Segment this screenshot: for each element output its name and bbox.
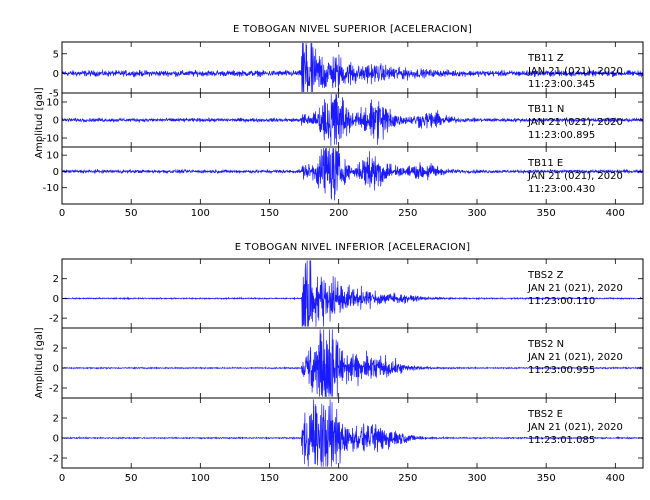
trace-annotation: TBS2 N [527,339,564,350]
x-tick-label: 300 [467,473,486,484]
x-tick-label: 200 [329,473,348,484]
chart-2: E TOBOGAN NIVEL INFERIOR [ACELERACION] Am… [34,242,644,484]
trace-annotation: TBS2 E [527,409,563,420]
panel-frame [61,397,644,469]
panel-frame [61,146,644,205]
trace-line [61,329,644,397]
x-tick-label: 100 [191,208,210,219]
trace-panel: -10 0 10 TB11 E JAN 21 (021), 2020 11:23:00.4… [43,146,644,205]
y-tick-label: -2 [49,314,59,325]
x-tick-label: 50 [125,208,138,219]
trace-panel: -2 0 2 TBS2 E JAN 21 (021), 2020 11:23:01.085 [49,397,644,469]
y-tick-label: 0 [53,434,59,445]
trace-annotation: TB11 E [527,158,563,169]
trace-line [61,94,644,146]
x-tick-label: 0 [59,473,65,484]
trace-annotation: 11:23:00.430 [528,184,595,195]
trace-annotation: 11:23:01.085 [528,435,595,446]
x-tick-label: 300 [467,208,486,219]
trace-annotation: 11:23:00.895 [528,130,595,141]
trace-annotation: 11:23:00.110 [528,296,595,307]
x-tick-label: 50 [125,473,138,484]
y-tick-label: 0 [53,116,59,127]
trace-line [61,260,644,327]
y-tick-label: 0 [53,69,59,80]
y-tick-label: 10 [46,151,59,162]
x-tick-label: 200 [329,208,348,219]
y-tick-label: -5 [49,89,59,100]
trace-panel: -2 0 2 TBS2 Z JAN 21 (021), 2020 11:23:00.110 [49,258,644,329]
y-tick-label: -2 [49,384,59,395]
chart-title: E TOBOGAN NIVEL SUPERIOR [ACELERACION] [233,24,472,35]
x-tick-label: 150 [260,473,279,484]
y-tick-label: 0 [53,294,59,305]
y-tick-label: 0 [53,364,59,375]
trace-annotation: TB11 Z [527,53,564,64]
y-tick-label: 0 [53,167,59,178]
trace-annotation: 11:23:00.955 [528,365,595,376]
trace-annotation: JAN 21 (021), 2020 [527,422,623,433]
x-tick-label: 400 [606,208,625,219]
y-axis-label: Amplitud [gal] [34,327,45,398]
trace-annotation: JAN 21 (021), 2020 [527,66,623,77]
y-tick-label: -10 [43,183,59,194]
trace-panel: -2 0 2 TBS2 N JAN 21 (021), 2020 11:23:00.955 [49,327,644,399]
y-axis-label: Amplitud [gal] [34,87,45,158]
x-tick-label: 250 [398,473,417,484]
trace-panel: -10 0 10 TB11 N JAN 21 (021), 2020 11:23:00.8… [43,92,644,148]
y-tick-label: 10 [46,98,59,109]
x-tick-label: 350 [537,208,556,219]
trace-annotation: 11:23:00.345 [528,79,595,90]
chart-title: E TOBOGAN NIVEL INFERIOR [ACELERACION] [235,242,471,253]
x-tick-label: 400 [606,473,625,484]
trace-panel: -5 0 5 TB11 Z JAN 21 (021), 2020 11:23:00.345 [49,41,644,100]
y-tick-label: 5 [53,49,59,60]
x-tick-label: 250 [398,208,417,219]
chart-1: E TOBOGAN NIVEL SUPERIOR [ACELERACION] Am… [34,24,644,219]
trace-annotation: TBS2 Z [527,270,564,281]
trace-annotation: TB11 N [527,104,564,115]
trace-line [61,43,644,93]
y-tick-label: 2 [53,414,59,425]
y-tick-label: -2 [49,454,59,465]
trace-line [61,148,644,201]
trace-annotation: JAN 21 (021), 2020 [527,283,623,294]
y-tick-label: -10 [43,134,59,145]
trace-annotation: JAN 21 (021), 2020 [527,352,623,363]
x-tick-label: 350 [537,473,556,484]
x-tick-label: 0 [59,208,65,219]
trace-annotation: JAN 21 (021), 2020 [527,117,623,128]
trace-annotation: JAN 21 (021), 2020 [527,171,623,182]
x-tick-label: 150 [260,208,279,219]
trace-line [61,399,644,467]
x-tick-label: 100 [191,473,210,484]
y-tick-label: 2 [53,344,59,355]
y-tick-label: 2 [53,274,59,285]
